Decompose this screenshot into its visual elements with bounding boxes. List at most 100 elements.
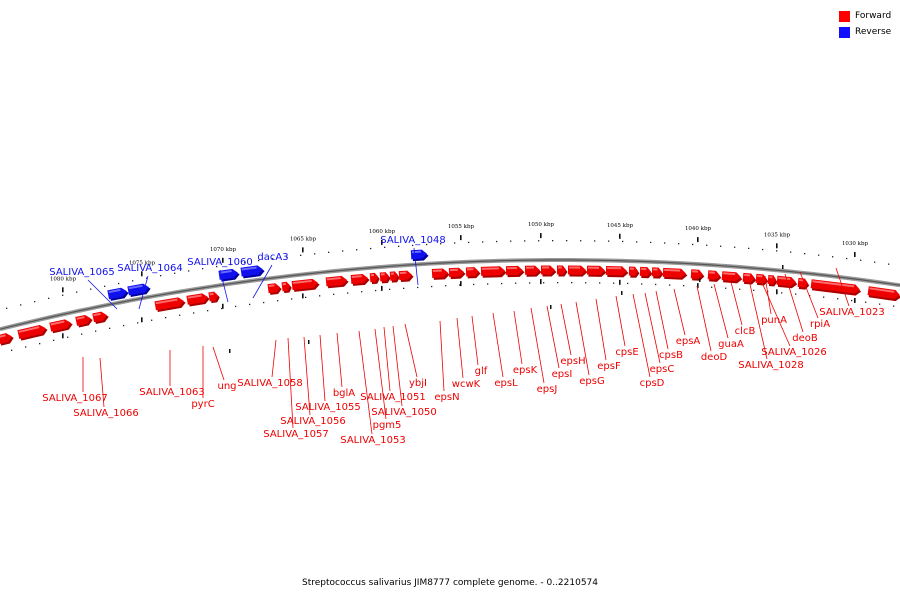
scale-label: 1075 kbp [129,260,156,266]
forward-gene-arrow [586,265,607,277]
scale-dot [342,250,344,252]
scale-dot [417,286,419,289]
forward-gene-arrow-highlight [541,266,550,269]
forward-gene-arrow [742,272,757,285]
gene-label: SALIVA_1026 [761,347,826,358]
scale-dot [160,275,162,277]
scale-dot [258,259,260,262]
gene-leader-line [99,357,105,408]
scale-dot [683,285,685,287]
scale-dot [650,241,652,244]
scale-dot [725,287,727,289]
major-tick [460,235,462,241]
scale-dot [879,303,881,305]
gene-label: pgm5 [373,420,402,431]
gene-label: epsA [676,336,701,347]
gene-label: epsN [434,392,459,403]
gene-leader-line [530,307,545,384]
scale-dot [734,246,736,248]
forward-gene-arrow-highlight [558,266,562,269]
reverse-gene-arrow [127,283,151,298]
forward-gene-arrow-body [49,319,71,332]
forward-gene-arrow [567,265,588,277]
forward-gene-arrow-highlight [292,279,312,285]
major-tick [62,287,64,293]
forward-gene-arrow [186,293,210,307]
scale-dot [678,243,680,245]
reverse-gene-arrow-highlight [219,270,232,274]
forward-gene-arrow-highlight [778,276,791,281]
gene-label: SALIVA_1048 [380,235,445,246]
scale-dot [188,270,190,272]
scale-dot [636,241,638,243]
scale-dot [865,301,867,303]
gene-tick [621,291,623,295]
scale-dot [216,265,218,268]
scale-dot [874,261,876,263]
scale-dot [123,324,125,327]
gene-leader-line [138,275,149,310]
forward-gene-arrow-highlight [390,272,395,275]
forward-gene-arrow-highlight [525,266,534,269]
scale-dot [529,282,531,284]
major-tick [697,237,699,243]
scale-dot [235,305,237,308]
scale-dot [333,293,335,295]
scale-dot [25,346,27,348]
gene-label: pyrC [191,399,214,410]
forward-gene-arrow [690,269,705,281]
backbone-core [0,259,900,330]
scale-dot [711,286,713,288]
reverse-gene-arrow [240,265,265,279]
gene-leader-line [748,279,768,360]
scale-label: 1030 kbp [842,241,869,247]
scale-dot [356,249,358,251]
forward-gene-arrow-highlight [93,312,101,317]
forward-gene-arrow-highlight [630,267,634,270]
scale-dot [510,240,512,242]
forward-gene-arrow-highlight [449,268,458,272]
forward-gene-arrow [540,265,557,277]
scale-dot [846,257,848,260]
forward-gene-arrow [49,319,73,334]
forward-gene-arrow-highlight [155,298,178,305]
scale-dot [67,336,69,338]
forward-gene-arrow [267,283,282,295]
forward-gene-arrow-highlight [268,284,275,288]
gene-leader-line [87,279,118,310]
gene-leader-line [835,267,850,307]
gene-label: SALIVA_1023 [819,307,884,318]
major-tick [62,333,64,339]
gene-label: wcwK [452,379,481,390]
gene-label: SALIVA_1053 [340,435,405,446]
scale-dot [706,244,708,246]
gene-leader-line [655,290,669,350]
gene-tick [229,349,231,353]
scale-dot [207,310,209,312]
scale-dot [11,349,13,351]
scale-dot [487,283,489,285]
legend-item-forward: Forward [839,9,891,23]
gene-leader-line [303,336,311,416]
scale-dot [748,247,750,249]
scale-dot [146,277,148,279]
gene-label: SALIVA_1057 [263,429,328,440]
scale-label: 1035 kbp [764,232,791,238]
major-tick [540,279,542,285]
scale-dot [6,307,8,309]
major-tick [302,247,304,253]
gene-leader-line [471,315,479,366]
gene-leader-line [632,293,651,378]
scale-dot [627,282,629,285]
scale-dot [571,282,573,284]
forward-gene-arrow [797,277,810,290]
forward-gene-arrow-body [17,324,46,339]
forward-gene-arrow-highlight [653,268,658,271]
forward-gene-arrow [639,266,653,279]
major-tick [776,243,778,249]
major-tick [141,271,143,277]
scale-dot [347,292,349,294]
forward-gene-arrow [867,286,900,302]
scale-dot [482,241,484,243]
